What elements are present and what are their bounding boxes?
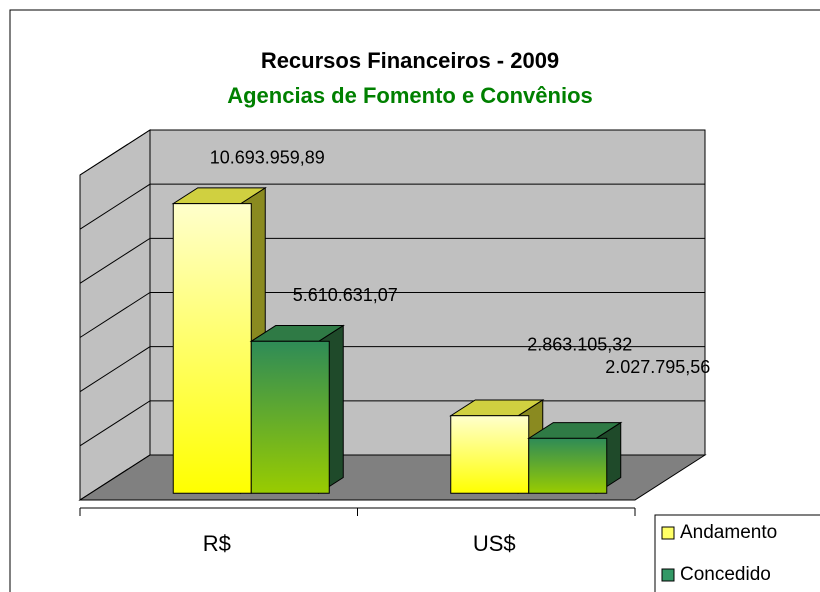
legend-label: Concedido [680, 564, 771, 585]
value-label: 5.610.631,07 [293, 285, 398, 305]
grid-line [79, 129, 705, 176]
chart-subtitle: Agencias de Fomento e Convênios [227, 83, 593, 108]
bar-front [450, 415, 530, 494]
grid-line [79, 292, 705, 338]
legend-swatch [661, 568, 675, 582]
x-tick-label: US$ [473, 531, 516, 556]
value-label: 2.027.795,56 [605, 357, 710, 377]
bar-front [528, 437, 608, 494]
bar [527, 421, 623, 495]
legend-label: Andamento [680, 522, 777, 543]
grid-line [79, 237, 705, 284]
bar-front [172, 203, 252, 494]
legend-swatch [661, 526, 675, 540]
value-label: 10.693.959,89 [210, 147, 325, 167]
bar-front [250, 340, 330, 494]
chart-title: Recursos Financeiros - 2009 [261, 48, 559, 73]
bar [449, 399, 545, 495]
x-tick-label: R$ [203, 531, 231, 556]
grid-line [79, 346, 705, 393]
bar [249, 324, 345, 495]
grid-line [79, 183, 705, 230]
value-label: 2.863.105,32 [527, 334, 632, 354]
legend [654, 514, 820, 592]
